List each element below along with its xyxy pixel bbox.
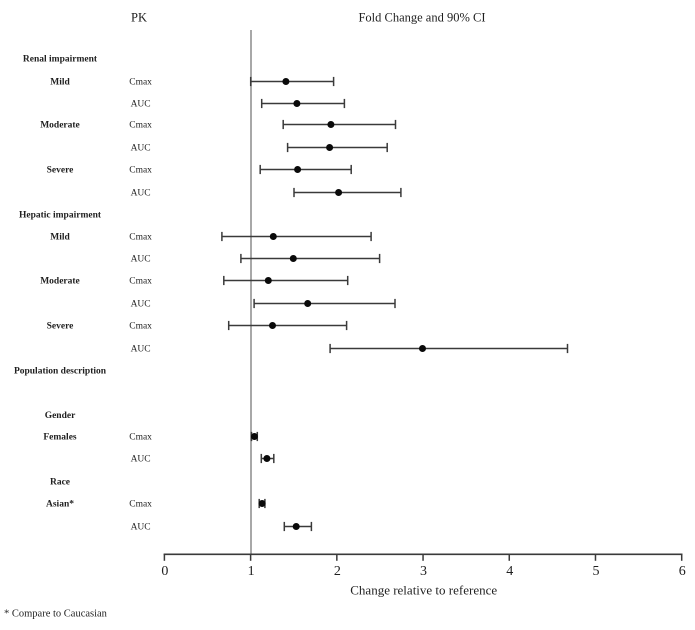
svg-text:3: 3 bbox=[420, 564, 427, 579]
svg-text:Mild: Mild bbox=[50, 232, 70, 242]
svg-text:Moderate: Moderate bbox=[40, 120, 80, 130]
svg-text:Change relative to reference: Change relative to reference bbox=[350, 583, 497, 598]
svg-text:AUC: AUC bbox=[131, 143, 151, 153]
svg-text:Cmax: Cmax bbox=[129, 276, 152, 286]
svg-text:Cmax: Cmax bbox=[129, 232, 152, 242]
svg-text:Hepatic impairment: Hepatic impairment bbox=[19, 210, 102, 220]
svg-text:AUC: AUC bbox=[131, 188, 151, 198]
svg-text:1: 1 bbox=[248, 564, 255, 579]
svg-text:Fold Change and 90% CI: Fold Change and 90% CI bbox=[358, 11, 485, 25]
svg-text:0: 0 bbox=[161, 564, 168, 579]
svg-text:Cmax: Cmax bbox=[129, 120, 152, 130]
svg-text:Cmax: Cmax bbox=[129, 499, 152, 509]
svg-text:AUC: AUC bbox=[131, 454, 151, 464]
svg-text:Moderate: Moderate bbox=[40, 276, 80, 286]
svg-text:* Compare to Caucasian: * Compare to Caucasian bbox=[4, 609, 108, 620]
svg-text:Mild: Mild bbox=[50, 77, 70, 87]
svg-text:4: 4 bbox=[506, 564, 513, 579]
svg-text:Population description: Population description bbox=[14, 366, 107, 376]
svg-text:AUC: AUC bbox=[131, 299, 151, 309]
svg-text:2: 2 bbox=[334, 564, 341, 579]
svg-text:AUC: AUC bbox=[131, 99, 151, 109]
svg-text:AUC: AUC bbox=[131, 522, 151, 532]
svg-text:Females: Females bbox=[43, 432, 77, 442]
svg-text:Cmax: Cmax bbox=[129, 321, 152, 331]
svg-text:Asian*: Asian* bbox=[46, 499, 74, 509]
svg-text:Severe: Severe bbox=[47, 165, 74, 175]
svg-text:Gender: Gender bbox=[45, 411, 76, 421]
svg-text:Race: Race bbox=[50, 478, 70, 488]
svg-text:Cmax: Cmax bbox=[129, 165, 152, 175]
svg-text:PK: PK bbox=[131, 11, 147, 25]
svg-text:Cmax: Cmax bbox=[129, 77, 152, 87]
svg-text:Renal impairment: Renal impairment bbox=[23, 54, 98, 64]
svg-text:AUC: AUC bbox=[131, 254, 151, 264]
svg-text:Severe: Severe bbox=[47, 321, 74, 331]
svg-text:6: 6 bbox=[679, 564, 686, 579]
svg-text:AUC: AUC bbox=[131, 344, 151, 354]
svg-text:Cmax: Cmax bbox=[129, 432, 152, 442]
svg-text:5: 5 bbox=[592, 564, 599, 579]
